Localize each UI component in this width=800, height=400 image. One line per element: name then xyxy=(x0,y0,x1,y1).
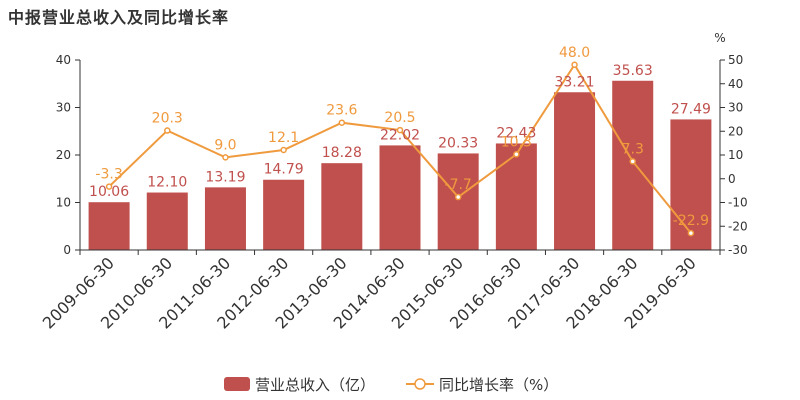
bar-2019-06-30 xyxy=(670,119,712,250)
growth-rate-label: -3.3 xyxy=(95,167,122,183)
bar-2014-06-30 xyxy=(379,145,421,250)
growth-rate-point-2012-06-30 xyxy=(280,146,287,154)
bar-value-label: 35.63 xyxy=(613,63,653,79)
y-right-unit: % xyxy=(714,31,725,45)
y-right-tick-label: 10 xyxy=(728,148,743,162)
bar-value-label: 27.49 xyxy=(671,101,711,117)
chart-title: 中报营业总收入及同比增长率 xyxy=(8,8,230,27)
y-right-tick-label: -30 xyxy=(728,243,748,257)
bar-2018-06-30 xyxy=(612,80,654,250)
growth-rate-label: 7.3 xyxy=(622,141,644,157)
growth-rate-point-2014-06-30 xyxy=(396,126,404,134)
y-right-tick-label: 50 xyxy=(728,53,743,67)
growth-rate-label: 48.0 xyxy=(559,45,590,61)
bar-value-label: 12.10 xyxy=(147,175,187,191)
bar-value-label: 10.06 xyxy=(89,184,129,200)
bar-2011-06-30 xyxy=(204,187,246,250)
growth-rate-label: 20.3 xyxy=(152,111,183,127)
y-right-tick-label: 0 xyxy=(728,172,736,186)
y-left-tick-label: 30 xyxy=(56,101,71,115)
growth-rate-label: 10.3 xyxy=(501,134,532,150)
bar-value-label: 20.33 xyxy=(438,135,478,151)
y-left-tick-label: 20 xyxy=(56,148,71,162)
bar-2017-06-30 xyxy=(554,92,596,250)
y-right-tick-label: 40 xyxy=(728,77,743,91)
bar-2010-06-30 xyxy=(146,192,188,250)
growth-rate-point-2017-06-30 xyxy=(571,61,578,68)
y-right-tick-label: -20 xyxy=(728,219,748,233)
y-left-tick-label: 0 xyxy=(63,243,71,257)
y-left-tick-label: 10 xyxy=(56,196,71,210)
bar-value-label: 22.02 xyxy=(380,127,420,143)
y-right-tick-label: -10 xyxy=(728,196,748,210)
growth-rate-point-2016-06-30 xyxy=(513,151,520,158)
growth-rate-point-2010-06-30 xyxy=(164,127,171,134)
y-right-tick-label: 20 xyxy=(728,124,743,138)
growth-rate-point-2019-06-30 xyxy=(687,229,695,237)
legend-swatch-revenue xyxy=(224,377,250,391)
bar-value-label: 22.43 xyxy=(496,125,536,141)
growth-rate-point-2011-06-30 xyxy=(222,154,229,161)
growth-rate-point-2015-06-30 xyxy=(454,193,462,201)
y-left-tick-label: 40 xyxy=(56,53,71,67)
bar-2016-06-30 xyxy=(495,143,537,250)
bar-value-label: 18.28 xyxy=(322,145,362,161)
y-right-tick-label: 30 xyxy=(728,101,743,115)
growth-rate-point-2018-06-30 xyxy=(629,158,636,165)
bar-2013-06-30 xyxy=(321,163,363,250)
growth-rate-label: -7.7 xyxy=(445,177,472,193)
growth-rate-label: 20.5 xyxy=(384,110,415,126)
bar-2012-06-30 xyxy=(263,179,305,250)
growth-rate-point-2013-06-30 xyxy=(338,119,346,126)
growth-rate-label: 12.1 xyxy=(268,130,299,146)
growth-rate-label: 9.0 xyxy=(214,137,236,153)
growth-rate-label: -22.9 xyxy=(673,213,709,229)
bar-2015-06-30 xyxy=(437,153,479,250)
legend-swatch-growth-marker xyxy=(414,378,426,390)
growth-rate-label: 23.6 xyxy=(326,103,357,119)
bar-value-label: 33.21 xyxy=(554,74,594,90)
legend-label-growth: 同比增长率（%） xyxy=(439,376,558,394)
legend-label-revenue: 营业总收入（亿） xyxy=(255,376,375,394)
bar-value-label: 13.19 xyxy=(205,169,245,185)
bar-value-label: 14.79 xyxy=(264,162,304,178)
bar-2009-06-30 xyxy=(88,202,130,250)
growth-rate-point-2009-06-30 xyxy=(105,183,113,190)
